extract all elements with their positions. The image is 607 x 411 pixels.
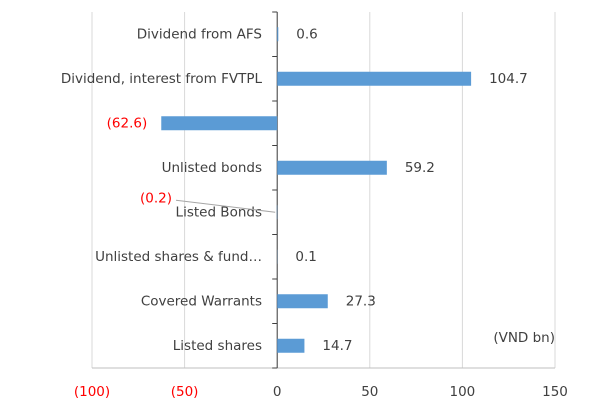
value-label: (0.2) (140, 190, 172, 206)
bar (277, 27, 278, 41)
value-label: 59.2 (405, 160, 435, 176)
x-tick-label: 50 (361, 384, 378, 400)
unit-annotation: (VND bn) (493, 330, 555, 346)
value-label: 0.1 (295, 249, 316, 265)
x-tick-label: 100 (450, 384, 476, 400)
value-label: 0.6 (296, 26, 317, 42)
category-label: Unlisted shares & fund… (95, 249, 262, 265)
value-label: 104.7 (489, 71, 528, 87)
x-tick-label: 0 (273, 384, 282, 400)
category-label: Dividend, interest from FVTPL (61, 71, 263, 87)
bar (277, 294, 328, 308)
x-tick-label: 150 (542, 384, 568, 400)
category-label: Listed shares (173, 338, 262, 354)
bar (277, 72, 471, 86)
value-label: 27.3 (346, 293, 376, 309)
category-label: Dividend from AFS (137, 26, 262, 42)
category-label: Unlisted bonds (162, 160, 262, 176)
value-label: (62.6) (107, 115, 148, 131)
x-tick-label: (50) (171, 384, 199, 400)
category-label: Listed Bonds (176, 204, 262, 220)
bar (277, 339, 304, 353)
category-label: Covered Warrants (141, 293, 262, 309)
bar (277, 161, 387, 175)
bar (161, 116, 277, 130)
value-label: 14.7 (322, 338, 352, 354)
x-tick-label: (100) (74, 384, 110, 400)
